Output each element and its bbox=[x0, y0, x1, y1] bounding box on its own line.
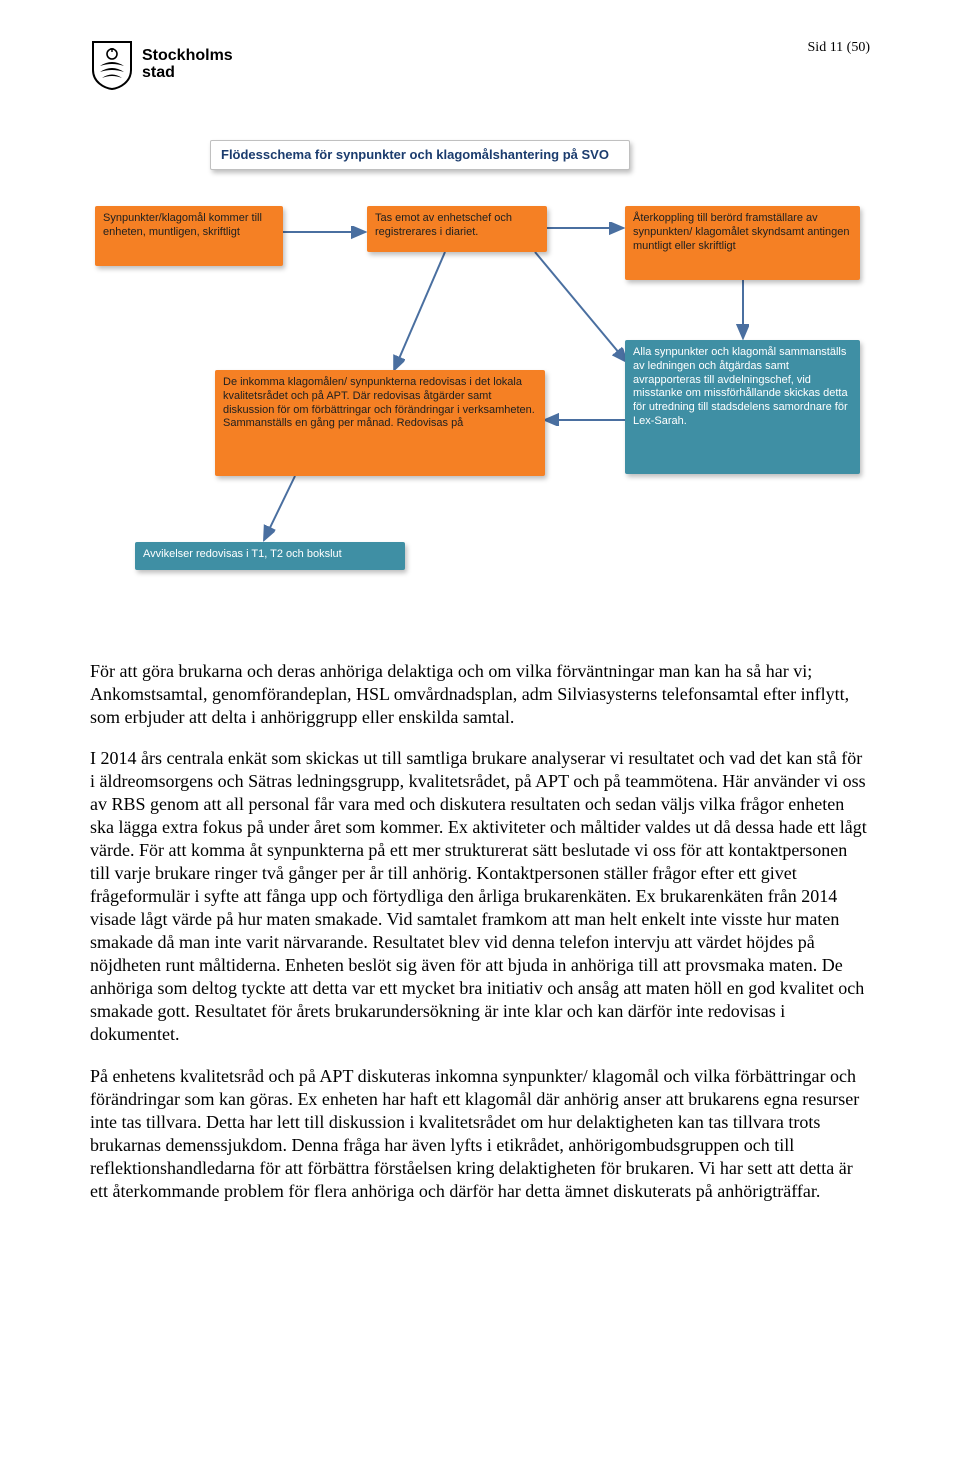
document-page: Stockholms stad Sid 11 (50) bbox=[0, 0, 960, 1281]
flowchart-node-a: Synpunkter/klagomål kommer till enheten,… bbox=[95, 206, 283, 266]
logo-text: Stockholms stad bbox=[142, 48, 233, 82]
flowchart-node-b: Tas emot av enhetschef och registrerares… bbox=[367, 206, 547, 252]
flowchart-node-e: De inkomma klagomålen/ synpunkterna redo… bbox=[215, 370, 545, 476]
logo-block: Stockholms stad bbox=[90, 40, 233, 90]
stockholm-crest-icon bbox=[90, 40, 134, 90]
page-number: Sid 11 (50) bbox=[808, 40, 870, 56]
flowchart-title: Flödesschema för synpunkter och klagomål… bbox=[210, 140, 630, 170]
paragraph-3: På enhetens kvalitetsråd och på APT disk… bbox=[90, 1065, 870, 1203]
flowchart-node-f: Avvikelser redovisas i T1, T2 och bokslu… bbox=[135, 542, 405, 570]
flowchart-node-d: Alla synpunkter och klagomål sammanställ… bbox=[625, 340, 860, 474]
logo-line-1: Stockholms bbox=[142, 47, 233, 64]
paragraph-2: I 2014 års centrala enkät som skickas ut… bbox=[90, 747, 870, 1046]
flowchart: Flödesschema för synpunkter och klagomål… bbox=[95, 140, 865, 620]
paragraph-1: För att göra brukarna och deras anhöriga… bbox=[90, 660, 870, 729]
flowchart-node-c: Återkoppling till berörd framställare av… bbox=[625, 206, 860, 280]
body-text: För att göra brukarna och deras anhöriga… bbox=[90, 660, 870, 1203]
logo-line-2: stad bbox=[142, 64, 175, 81]
page-header: Stockholms stad Sid 11 (50) bbox=[90, 40, 870, 90]
